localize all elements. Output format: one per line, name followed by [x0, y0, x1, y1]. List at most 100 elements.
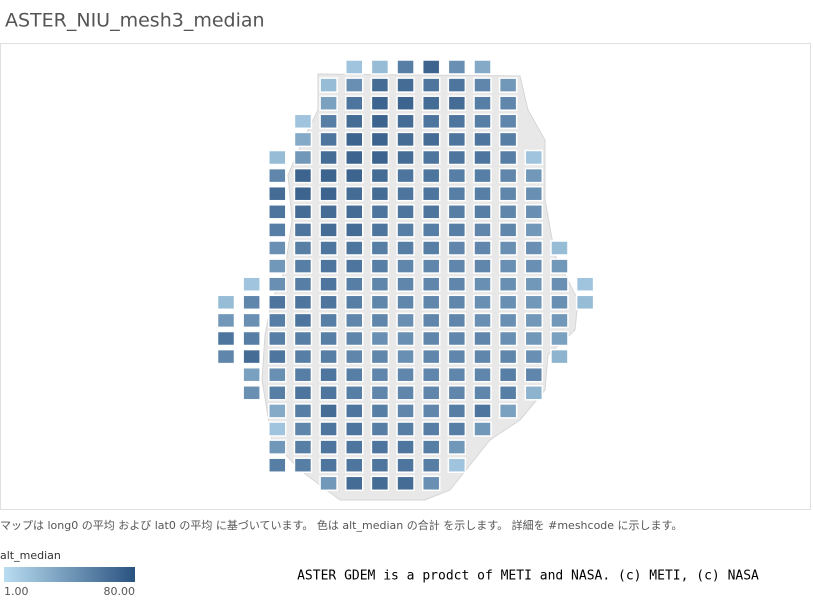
mesh-cell[interactable]	[421, 59, 441, 75]
mesh-cell[interactable]	[447, 167, 467, 184]
mesh-cell[interactable]	[550, 294, 569, 311]
mesh-cell[interactable]	[345, 312, 364, 329]
mesh-cell[interactable]	[345, 366, 364, 383]
mesh-cell[interactable]	[268, 348, 287, 365]
mesh-cell[interactable]	[216, 312, 236, 329]
mesh-cell[interactable]	[319, 421, 338, 437]
mesh-cell[interactable]	[319, 149, 338, 166]
mesh-cell[interactable]	[319, 403, 338, 419]
mesh-cell[interactable]	[524, 204, 544, 220]
mesh-cell[interactable]	[447, 366, 467, 383]
mesh-cell[interactable]	[498, 95, 518, 111]
mesh-cell[interactable]	[524, 276, 544, 292]
mesh-cell[interactable]	[421, 366, 441, 383]
mesh-cell[interactable]	[498, 385, 518, 401]
mesh-cell[interactable]	[421, 330, 441, 347]
mesh-cell[interactable]	[473, 258, 492, 274]
mesh-cell[interactable]	[447, 240, 467, 256]
mesh-cell[interactable]	[345, 258, 364, 274]
mesh-cell[interactable]	[293, 222, 313, 238]
mesh-cell[interactable]	[396, 330, 415, 347]
mesh-cell[interactable]	[396, 167, 415, 184]
mesh-cell[interactable]	[550, 348, 569, 365]
mesh-cell[interactable]	[216, 348, 236, 365]
mesh-cell[interactable]	[447, 421, 467, 437]
mesh-cell[interactable]	[524, 222, 544, 238]
mesh-cell[interactable]	[370, 403, 390, 419]
mesh-cell[interactable]	[421, 258, 441, 274]
mesh-cell[interactable]	[293, 185, 313, 202]
mesh-cell[interactable]	[498, 403, 518, 419]
mesh-cell[interactable]	[550, 330, 569, 347]
mesh-cell[interactable]	[319, 95, 338, 111]
mesh-cell[interactable]	[345, 276, 364, 292]
mesh-cell[interactable]	[498, 294, 518, 311]
mesh-cell[interactable]	[268, 149, 287, 166]
mesh-cell[interactable]	[293, 421, 313, 437]
mesh-cell[interactable]	[319, 77, 338, 93]
mesh-cell[interactable]	[447, 385, 467, 401]
mesh-cell[interactable]	[396, 204, 415, 220]
mesh-cell[interactable]	[319, 167, 338, 184]
mesh-cell[interactable]	[268, 385, 287, 401]
mesh-cell[interactable]	[370, 421, 390, 437]
mesh-cell[interactable]	[319, 276, 338, 292]
mesh-cell[interactable]	[319, 222, 338, 238]
mesh-cell[interactable]	[370, 222, 390, 238]
mesh-cell[interactable]	[447, 348, 467, 365]
mesh-cell[interactable]	[498, 348, 518, 365]
mesh-cell[interactable]	[498, 276, 518, 292]
mesh-cell[interactable]	[319, 348, 338, 365]
mesh-cell[interactable]	[293, 294, 313, 311]
mesh-cell[interactable]	[524, 366, 544, 383]
mesh-cell[interactable]	[319, 258, 338, 274]
mesh-cell[interactable]	[293, 348, 313, 365]
mesh-cell[interactable]	[421, 403, 441, 419]
mesh-cell[interactable]	[447, 439, 467, 455]
mesh-cell[interactable]	[242, 348, 261, 365]
mesh-cell[interactable]	[293, 366, 313, 383]
mesh-cell[interactable]	[370, 95, 390, 111]
mesh-cell[interactable]	[498, 330, 518, 347]
mesh-cell[interactable]	[447, 222, 467, 238]
mesh-cell[interactable]	[268, 258, 287, 274]
mesh-cell[interactable]	[242, 385, 261, 401]
mesh-cell[interactable]	[550, 276, 569, 292]
mesh-cell[interactable]	[473, 113, 492, 130]
mesh-cell[interactable]	[396, 113, 415, 130]
mesh-cell[interactable]	[524, 258, 544, 274]
mesh-cell[interactable]	[575, 276, 595, 292]
mesh-cell[interactable]	[550, 312, 569, 329]
mesh-cell[interactable]	[396, 312, 415, 329]
mesh-cell[interactable]	[345, 240, 364, 256]
mesh-cell[interactable]	[370, 457, 390, 473]
mesh-cell[interactable]	[447, 294, 467, 311]
mesh-cell[interactable]	[293, 113, 313, 130]
mesh-cell[interactable]	[473, 95, 492, 111]
mesh-cell[interactable]	[524, 167, 544, 184]
mesh-cell[interactable]	[473, 403, 492, 419]
mesh-cell[interactable]	[345, 439, 364, 455]
mesh-cell[interactable]	[268, 185, 287, 202]
mesh-cell[interactable]	[447, 403, 467, 419]
mesh-cell[interactable]	[293, 312, 313, 329]
mesh-cell[interactable]	[293, 258, 313, 274]
mesh-cell[interactable]	[319, 294, 338, 311]
mesh-cell[interactable]	[498, 222, 518, 238]
mesh-cell[interactable]	[447, 330, 467, 347]
mesh-cell[interactable]	[345, 385, 364, 401]
mesh-cell[interactable]	[370, 330, 390, 347]
mesh-cell[interactable]	[293, 167, 313, 184]
mesh-cell[interactable]	[421, 439, 441, 455]
mesh-cell[interactable]	[524, 149, 544, 166]
mesh-cell[interactable]	[421, 421, 441, 437]
mesh-cell[interactable]	[421, 204, 441, 220]
mesh-cell[interactable]	[447, 204, 467, 220]
mesh-cell[interactable]	[498, 149, 518, 166]
mesh-cell[interactable]	[447, 113, 467, 130]
mesh-cell[interactable]	[345, 149, 364, 166]
mesh-cell[interactable]	[421, 95, 441, 111]
mesh-cell[interactable]	[447, 457, 467, 473]
mesh-cell[interactable]	[370, 149, 390, 166]
mesh-cell[interactable]	[421, 240, 441, 256]
